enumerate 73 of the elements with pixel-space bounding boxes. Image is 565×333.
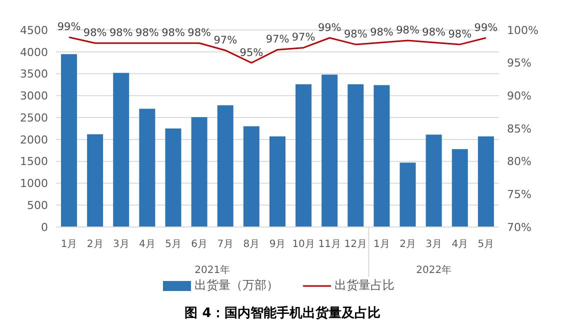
y2-tick-label: 75% xyxy=(507,188,532,202)
data-label: 98% xyxy=(162,27,185,40)
bar xyxy=(191,117,208,227)
x-tick-label: 3月 xyxy=(426,239,442,250)
bar xyxy=(374,85,390,227)
data-label: 95% xyxy=(240,46,264,59)
data-label: 98% xyxy=(188,27,212,40)
legend-label: 出货量（万部） xyxy=(194,277,278,294)
text: 图 4：国内智能手机出货量及占比 xyxy=(184,304,382,322)
data-label: 97% xyxy=(266,34,290,46)
data-label: 98% xyxy=(370,26,394,38)
text: 2022年 xyxy=(416,264,452,276)
x-tick-label: 4月 xyxy=(139,239,156,250)
y2-tick-label: 70% xyxy=(507,220,532,234)
y-tick-label: 3500 xyxy=(20,68,48,81)
bar xyxy=(87,134,104,227)
y-tick-label: 1000 xyxy=(20,177,48,190)
x-tick-label: 7月 xyxy=(217,239,234,250)
y2-tick-label: 80% xyxy=(507,155,532,168)
x-tick-label: 8月 xyxy=(243,239,260,250)
y-tick-label: 500 xyxy=(27,199,48,212)
y-tick-label: 2000 xyxy=(20,133,48,146)
x-tick-label: 6月 xyxy=(191,239,208,250)
x-tick-label: 5月 xyxy=(165,239,182,250)
x-tick-label: 10月 xyxy=(292,239,315,250)
x-tick-label: 5月 xyxy=(478,239,494,250)
bar xyxy=(322,74,338,227)
data-label: 98% xyxy=(344,28,368,40)
x-tick-label: 1月 xyxy=(374,239,390,250)
data-label: 99% xyxy=(57,21,81,34)
bar xyxy=(478,136,494,227)
y2-tick-label: 90% xyxy=(507,90,532,103)
x-tick-label: 11月 xyxy=(318,239,341,250)
bar xyxy=(113,72,130,227)
bar xyxy=(452,149,468,227)
text: 2021年 xyxy=(194,264,230,276)
data-label: 98% xyxy=(396,24,420,37)
x-tick-label: 2月 xyxy=(400,239,416,250)
y2-tick-label: 85% xyxy=(507,122,532,136)
bar xyxy=(243,126,260,227)
data-label: 98% xyxy=(83,27,107,40)
data-label: 99% xyxy=(474,22,498,34)
bar xyxy=(217,105,234,227)
bar xyxy=(139,108,156,227)
y-tick-label: 4000 xyxy=(20,46,48,59)
x-tick-label: 4月 xyxy=(452,239,468,250)
y2-tick-label: 100% xyxy=(507,24,538,37)
bar xyxy=(165,128,182,227)
x-tick-label: 9月 xyxy=(269,239,286,250)
x-tick-label: 1月 xyxy=(60,239,78,250)
data-label: 99% xyxy=(318,22,342,34)
y-tick-label: 3000 xyxy=(20,90,48,103)
data-label: 98% xyxy=(448,28,472,40)
bar xyxy=(348,84,364,227)
x-tick-label: 2月 xyxy=(86,239,104,250)
bar xyxy=(61,54,77,227)
y-tick-label: 1500 xyxy=(20,155,48,168)
bar xyxy=(296,84,312,227)
data-label: 98% xyxy=(109,27,133,40)
bar xyxy=(269,136,286,227)
legend-label: 出货量占比 xyxy=(334,277,394,294)
data-label: 98% xyxy=(422,26,446,38)
y-tick-label: 2500 xyxy=(20,111,48,124)
bar xyxy=(400,162,416,227)
y2-tick-label: 95% xyxy=(507,56,532,70)
x-tick-label: 3月 xyxy=(112,239,130,250)
x-tick-label: 12月 xyxy=(344,239,368,250)
bar xyxy=(426,134,442,227)
data-label: 97% xyxy=(214,34,238,46)
data-label: 97% xyxy=(292,32,316,44)
y-tick-label: 0 xyxy=(41,220,48,234)
y-tick-label: 4500 xyxy=(20,24,48,37)
data-label: 98% xyxy=(136,27,159,40)
